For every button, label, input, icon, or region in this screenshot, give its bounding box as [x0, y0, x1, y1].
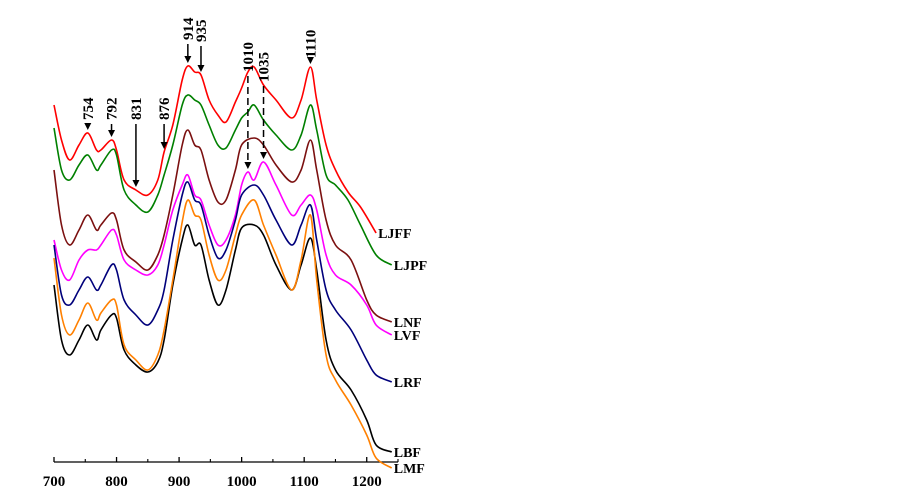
series-line-lrf: [53, 181, 393, 383]
peak-label-876: 876: [157, 97, 173, 120]
series-label-lrf: LRF: [394, 376, 422, 391]
series-label-ljff: LJFF: [378, 227, 411, 242]
peak-label-754: 754: [81, 97, 97, 120]
series-label-lnf: LNF: [394, 316, 422, 331]
x-tick-label: 700: [43, 474, 66, 490]
x-tick-label: 900: [168, 474, 191, 490]
peak-label-792: 792: [105, 98, 121, 121]
series-line-lnf: [53, 129, 393, 323]
series-label-lmf: LMF: [394, 462, 425, 477]
arrow-head-icon: [160, 142, 168, 149]
arrow-head-icon: [132, 180, 140, 187]
series-line-lbf: [53, 223, 393, 453]
series-label-lvf: LVF: [394, 329, 421, 344]
peak-label-1010: 1010: [241, 42, 257, 72]
peak-label-1110: 1110: [303, 30, 319, 58]
x-tick-label: 1100: [290, 474, 319, 490]
arrow-head-icon: [306, 57, 314, 64]
series-line-lmf: [53, 199, 393, 469]
arrow-head-icon: [260, 152, 268, 159]
series-line-lvf: [53, 161, 393, 336]
x-tick-label: 1200: [352, 474, 382, 490]
spectra-curves: [53, 65, 393, 469]
arrow-head-icon: [108, 130, 116, 137]
peak-label-914: 914: [181, 17, 197, 40]
x-axis: 700 800 900 1000 1100 1200: [43, 457, 399, 490]
arrow-head-icon: [244, 162, 252, 169]
arrow-head-icon: [197, 65, 205, 72]
x-tick-label: 800: [105, 474, 128, 490]
peak-label-935: 935: [194, 20, 210, 43]
x-tick-label: 1000: [227, 474, 257, 490]
peak-label-1035: 1035: [257, 52, 273, 82]
arrow-head-icon: [84, 123, 92, 130]
series-label-lbf: LBF: [394, 446, 421, 461]
series-line-ljpf: [53, 94, 393, 266]
series-label-ljpf: LJPF: [394, 259, 427, 274]
arrow-head-icon: [184, 56, 192, 63]
series-line-ljff: [53, 65, 377, 234]
peak-label-831: 831: [129, 98, 145, 121]
